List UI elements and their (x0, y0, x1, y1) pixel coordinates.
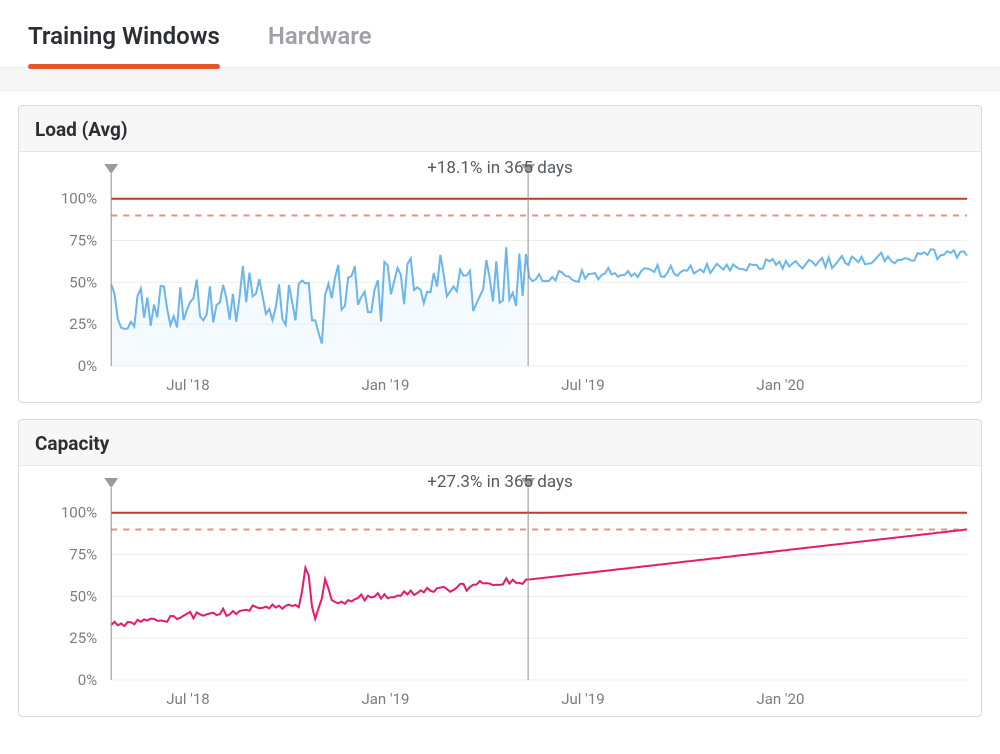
divider-handle-icon[interactable] (104, 164, 118, 174)
chart: 0% 25% 50% 75% 100% Jul '18 Jan '19 Jul '19 Jan … (19, 152, 981, 402)
y-axis-tick-label: 50% (69, 587, 97, 605)
y-axis-tick-label: 50% (69, 273, 97, 291)
divider-handle-icon[interactable] (521, 478, 535, 488)
tab-label: Hardware (268, 22, 372, 50)
y-axis-tick-label: 0% (78, 671, 97, 689)
x-axis-tick-label: Jan '20 (756, 690, 804, 708)
y-axis-tick-label: 25% (69, 315, 97, 333)
y-axis-tick-label: 75% (69, 546, 97, 564)
x-axis-tick-label: Jul '19 (561, 376, 604, 394)
y-axis-tick-label: 25% (69, 629, 97, 647)
panel-capacity: Capacity+27.3% in 365 days0%25%50%75%100… (18, 419, 982, 717)
series-line (111, 530, 967, 627)
panels-container: Load (Avg)+18.1% in 365 days0%25%50%75%1… (0, 91, 1000, 751)
panel-title: Capacity (19, 420, 981, 466)
tab-label: Training Windows (28, 22, 220, 50)
chart: 0% 25% 50% 75% 100% Jul '18 Jan '19 Jul '19 Jan … (19, 466, 981, 716)
x-axis-tick-label: Jul '18 (166, 376, 209, 394)
x-axis-tick-label: Jan '19 (361, 690, 409, 708)
x-axis-tick-label: Jul '18 (166, 690, 209, 708)
y-axis-tick-label: 75% (69, 232, 97, 250)
x-axis-tick-label: Jan '20 (756, 376, 804, 394)
x-axis-tick-label: Jan '19 (361, 376, 409, 394)
tab-training-windows[interactable]: Training Windows (28, 0, 220, 66)
divider-handle-icon[interactable] (104, 478, 118, 488)
panel-body: +27.3% in 365 days0%25%50%75%100%Jul '18… (19, 466, 981, 716)
panel-body: +18.1% in 365 days0%25%50%75%100%Jul '18… (19, 152, 981, 402)
y-axis-tick-label: 100% (61, 190, 97, 208)
panel-title: Load (Avg) (19, 106, 981, 152)
tab-hardware[interactable]: Hardware (268, 0, 372, 66)
y-axis-tick-label: 0% (78, 357, 97, 375)
divider-handle-icon[interactable] (521, 164, 535, 174)
series-area (111, 247, 526, 366)
y-axis-tick-label: 100% (61, 504, 97, 522)
tabs-strip (0, 67, 1000, 91)
x-axis-tick-label: Jul '19 (561, 690, 604, 708)
panel-load-avg-: Load (Avg)+18.1% in 365 days0%25%50%75%1… (18, 105, 982, 403)
tabs-bar: Training Windows Hardware (0, 0, 1000, 67)
